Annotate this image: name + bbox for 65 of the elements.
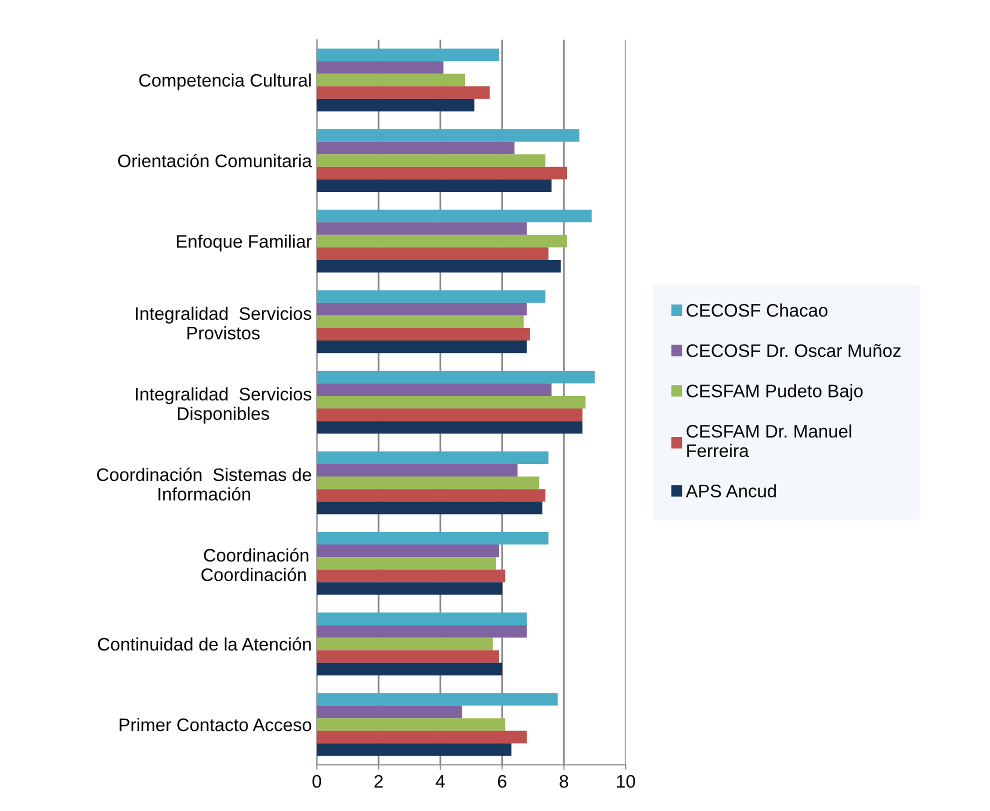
bar bbox=[316, 570, 506, 582]
legend-label: CESFAM Pudeto Bajo bbox=[686, 384, 863, 401]
bar bbox=[316, 476, 540, 490]
bar bbox=[316, 489, 546, 502]
y-tick-label: Integralidad Servicios Disponibles bbox=[136, 387, 312, 424]
bar bbox=[316, 612, 527, 626]
x-tick-label: 4 bbox=[436, 775, 445, 788]
bar bbox=[316, 408, 582, 422]
bar bbox=[316, 532, 548, 545]
bar bbox=[316, 396, 586, 409]
x-tick-label: 10 bbox=[617, 774, 636, 788]
bar bbox=[316, 544, 500, 558]
y-tick-label: Enfoque Familiar bbox=[176, 234, 312, 252]
legend-label: CESFAM Dr. Manuel Ferreira bbox=[686, 424, 852, 458]
bar bbox=[316, 718, 506, 731]
bar bbox=[316, 179, 552, 192]
bar bbox=[316, 61, 444, 74]
x-tick-label: 2 bbox=[374, 774, 383, 788]
bar bbox=[316, 650, 500, 663]
y-tick-label: Continuidad de la Atención bbox=[98, 637, 311, 651]
y-tick-label: Competencia Cultural bbox=[139, 73, 311, 90]
y-tick-label: Coordinación Sistemas de Información bbox=[97, 468, 312, 501]
bar bbox=[316, 260, 561, 273]
bar bbox=[316, 451, 548, 464]
bar bbox=[316, 247, 548, 260]
bar bbox=[316, 557, 496, 570]
bar bbox=[316, 693, 558, 706]
bar bbox=[316, 421, 582, 434]
x-tick-label: 6 bbox=[498, 774, 506, 788]
bar bbox=[316, 625, 527, 638]
y-tick-label: Primer Contacto Acceso bbox=[120, 718, 312, 732]
bar bbox=[316, 328, 530, 341]
bar bbox=[316, 129, 580, 142]
bar bbox=[316, 315, 524, 328]
bar bbox=[316, 638, 493, 650]
legend-label: APS Ancud bbox=[686, 484, 776, 498]
bar bbox=[316, 383, 552, 396]
legend-label: CECOSF Chacao bbox=[686, 304, 828, 317]
bar bbox=[316, 48, 500, 62]
y-tick-label: Coordinación Coordinación bbox=[201, 548, 308, 582]
y-tick-label: Integralidad Servicios Provistos bbox=[136, 306, 312, 340]
x-tick-label: 0 bbox=[312, 774, 322, 788]
bar bbox=[316, 502, 542, 514]
bar bbox=[316, 98, 474, 112]
bar bbox=[316, 166, 567, 180]
bar bbox=[316, 154, 546, 167]
legend-label: CECOSF Dr. Oscar Muñoz bbox=[686, 344, 901, 358]
x-tick-label: 8 bbox=[560, 774, 568, 788]
bar bbox=[316, 464, 518, 477]
bar bbox=[316, 730, 527, 744]
bar bbox=[316, 210, 592, 222]
bar bbox=[316, 743, 512, 756]
bar bbox=[316, 340, 527, 354]
bar bbox=[316, 582, 502, 595]
bar bbox=[316, 74, 466, 86]
bar bbox=[316, 662, 502, 676]
bar bbox=[316, 86, 490, 99]
bar bbox=[316, 234, 567, 248]
bar bbox=[316, 706, 462, 718]
bar bbox=[316, 370, 595, 384]
bar bbox=[316, 290, 546, 303]
bar bbox=[316, 222, 527, 235]
bar bbox=[316, 142, 514, 154]
y-tick-label: Orientación Comunitaria bbox=[118, 154, 312, 168]
bar bbox=[316, 302, 527, 316]
